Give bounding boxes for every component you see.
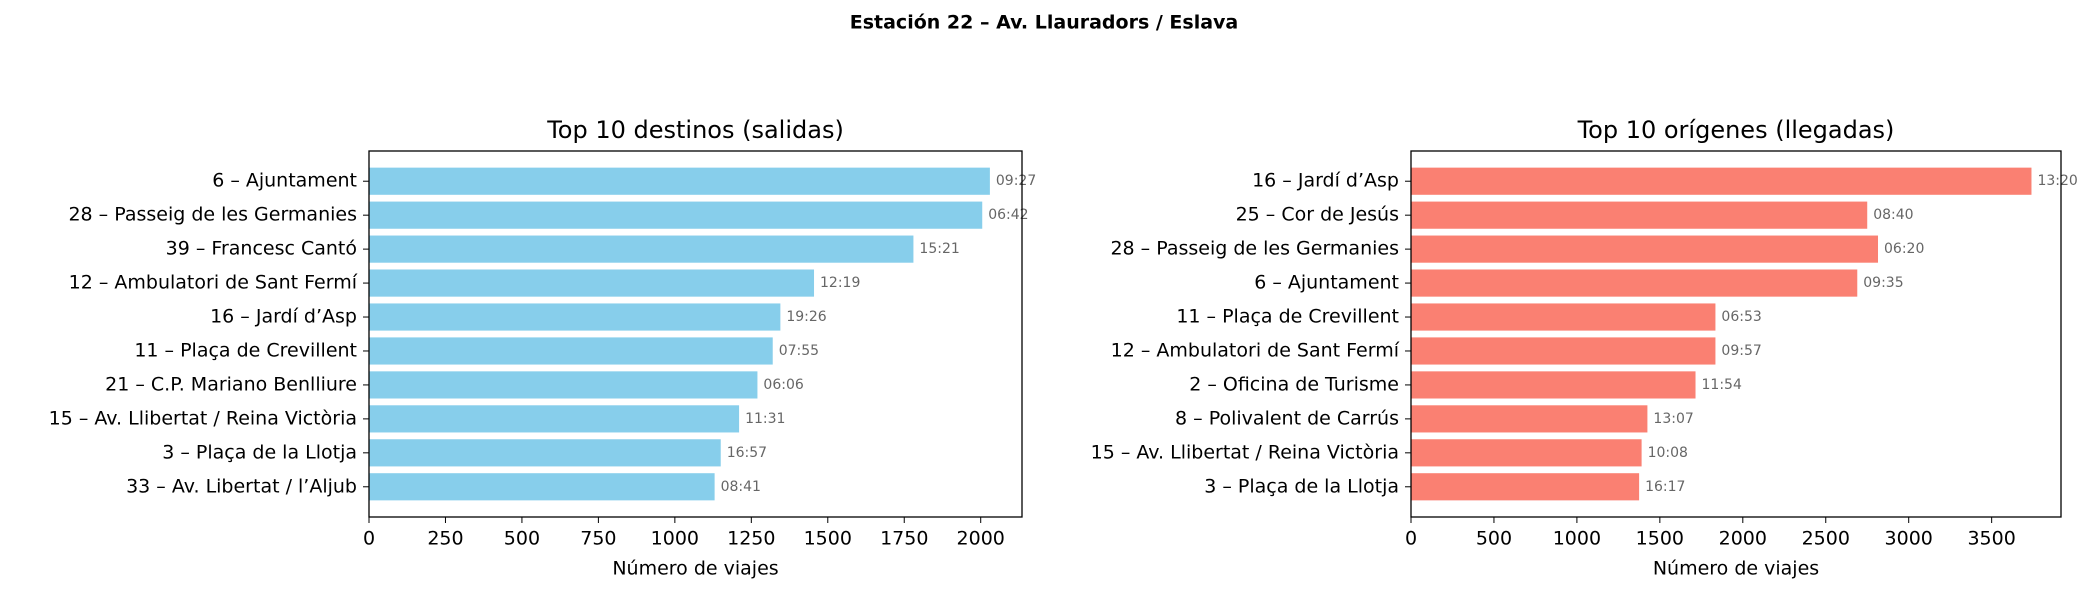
axes-frame [1410, 150, 2062, 518]
category-label: 16 – Jardí d’Asp [1252, 170, 1399, 192]
bar [369, 235, 914, 263]
bar [1411, 405, 1648, 433]
x-tick-label: 2000 [1719, 528, 1767, 550]
bar-annotation: 06:42 [988, 207, 1028, 223]
bar-annotation: 13:07 [1653, 411, 1693, 427]
x-tick-label: 1000 [1553, 528, 1601, 550]
x-tick-label: 2000 [957, 528, 1005, 550]
bar-annotation: 13:20 [2037, 173, 2077, 189]
bar-annotation: 16:17 [1645, 479, 1685, 495]
bar [1411, 439, 1642, 467]
x-tick-label: 750 [580, 528, 616, 550]
bar [369, 201, 983, 229]
bar-annotation: 09:57 [1721, 343, 1761, 359]
bar-annotation: 16:57 [727, 445, 767, 461]
bar-annotation: 19:26 [786, 309, 826, 325]
bar [369, 167, 990, 195]
category-label: 12 – Ambulatori de Sant Fermí [69, 272, 358, 294]
category-label: 11 – Plaça de Crevillent [134, 339, 357, 361]
category-label: 39 – Francesc Cantó [166, 238, 357, 260]
category-label: 12 – Ambulatori de Sant Fermí [1111, 339, 1400, 361]
bar-annotation: 06:06 [763, 377, 803, 393]
bar [369, 371, 758, 399]
bar [369, 303, 781, 331]
x-tick-label: 2500 [1802, 528, 1850, 550]
bar-annotation: 12:19 [820, 275, 860, 291]
bar [1411, 269, 1858, 297]
category-label: 3 – Plaça de la Llotja [162, 441, 357, 463]
bar [369, 405, 740, 433]
bar [1411, 235, 1879, 263]
bar [1411, 201, 1868, 229]
bar [1411, 303, 1716, 331]
figure-title: Estación 22 – Av. Llauradors / Eslava [850, 12, 1239, 34]
bar-annotation: 11:54 [1702, 377, 1742, 393]
category-label: 2 – Oficina de Turisme [1189, 373, 1399, 395]
category-label: 28 – Passeig de les Germanies [68, 204, 357, 226]
x-tick-label: 500 [504, 528, 540, 550]
category-label: 16 – Jardí d’Asp [210, 306, 357, 328]
category-label: 28 – Passeig de les Germanies [1110, 238, 1399, 260]
bar-annotation: 08:41 [721, 479, 761, 495]
x-tick-label: 1250 [727, 528, 775, 550]
bar-annotation: 11:31 [745, 411, 785, 427]
category-label: 15 – Av. Llibertat / Reina Victòria [49, 407, 357, 429]
chart-title: Top 10 destinos (salidas) [546, 116, 844, 144]
x-tick-label: 0 [363, 528, 375, 550]
bar-annotation: 15:21 [919, 241, 959, 257]
x-tick-label: 1000 [651, 528, 699, 550]
category-label: 6 – Ajuntament [212, 170, 357, 192]
x-axis-label: Número de viajes [612, 558, 778, 580]
category-label: 21 – C.P. Mariano Benlliure [105, 373, 357, 395]
x-tick-label: 0 [1405, 528, 1417, 550]
bar-annotation: 06:20 [1884, 241, 1924, 257]
x-tick-label: 1500 [804, 528, 852, 550]
bar [369, 473, 715, 501]
category-label: 8 – Polivalent de Carrús [1175, 407, 1399, 429]
bar [1411, 337, 1716, 365]
category-label: 6 – Ajuntament [1254, 272, 1399, 294]
x-axis-label: Número de viajes [1653, 558, 1819, 580]
x-tick-label: 1500 [1636, 528, 1684, 550]
x-tick-label: 3500 [1967, 528, 2015, 550]
x-tick-label: 3000 [1885, 528, 1933, 550]
x-tick-label: 500 [1476, 528, 1512, 550]
bar-annotation: 09:35 [1863, 275, 1903, 291]
x-tick-label: 1750 [880, 528, 928, 550]
bar [369, 439, 721, 467]
bar-annotation: 07:55 [779, 343, 819, 359]
bar [369, 337, 773, 365]
bar [1411, 167, 2032, 195]
x-tick-label: 250 [427, 528, 463, 550]
bar-annotation: 10:08 [1648, 445, 1688, 461]
chart-title: Top 10 orígenes (llegadas) [1577, 116, 1895, 144]
bar [369, 269, 815, 297]
bar [1411, 473, 1640, 501]
category-label: 33 – Av. Libertat / l’Aljub [126, 475, 357, 497]
category-label: 15 – Av. Llibertat / Reina Victòria [1091, 441, 1399, 463]
bar-annotation: 09:27 [996, 173, 1036, 189]
bar [1411, 371, 1696, 399]
category-label: 11 – Plaça de Crevillent [1176, 306, 1399, 328]
bar-annotation: 06:53 [1721, 309, 1761, 325]
axes-frame [368, 150, 1023, 518]
bar-annotation: 08:40 [1873, 207, 1913, 223]
category-label: 3 – Plaça de la Llotja [1204, 475, 1399, 497]
category-label: 25 – Cor de Jesús [1236, 204, 1399, 226]
